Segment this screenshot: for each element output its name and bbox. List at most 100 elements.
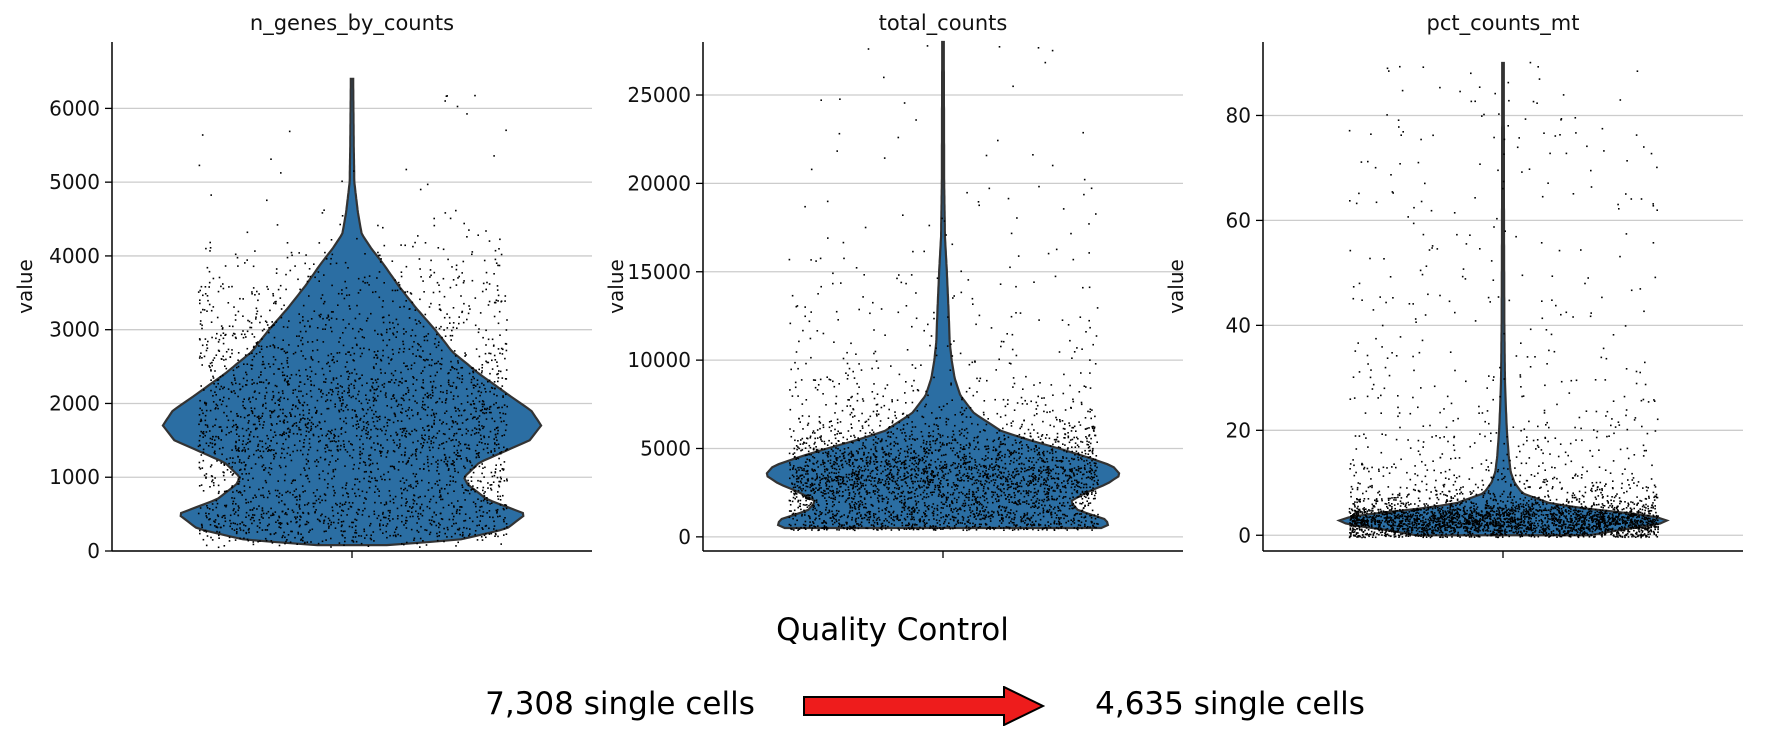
data-point (852, 453, 854, 456)
data-point (201, 324, 203, 327)
data-point (883, 484, 885, 486)
data-point (1072, 483, 1075, 485)
data-point (911, 462, 913, 465)
data-point (217, 492, 220, 495)
data-point (367, 545, 370, 547)
data-point (976, 377, 978, 380)
data-point (199, 320, 202, 322)
data-point (451, 385, 454, 387)
data-point (989, 520, 992, 522)
data-point (422, 509, 425, 512)
data-point (282, 367, 285, 369)
data-point (369, 524, 371, 527)
data-point (210, 321, 213, 323)
data-point (400, 454, 403, 456)
data-point (802, 428, 804, 430)
data-point (406, 387, 409, 389)
data-point (427, 394, 430, 397)
data-point (363, 477, 365, 480)
data-point (246, 442, 249, 444)
data-point (385, 429, 387, 432)
data-point (261, 412, 264, 415)
data-point (273, 345, 276, 347)
data-point (839, 421, 842, 423)
data-point (844, 451, 846, 453)
data-point (225, 490, 228, 492)
data-point (831, 480, 833, 482)
data-point (945, 467, 948, 469)
data-point (445, 399, 447, 402)
data-point (392, 332, 394, 335)
data-point (428, 533, 431, 536)
data-point (248, 433, 251, 436)
data-point (236, 531, 238, 533)
data-point (489, 390, 491, 393)
data-point (986, 480, 988, 483)
data-point (811, 529, 813, 531)
data-point (1082, 501, 1084, 504)
data-point (872, 485, 875, 487)
data-point (274, 532, 277, 534)
data-point (314, 502, 316, 505)
data-point (361, 329, 363, 331)
data-point (224, 265, 227, 267)
data-point (202, 490, 205, 492)
data-point (900, 479, 903, 481)
data-point (974, 515, 976, 518)
data-point (1054, 506, 1056, 509)
data-point (996, 493, 998, 496)
data-point (1033, 512, 1036, 514)
data-point (1033, 448, 1036, 450)
data-point (1033, 429, 1035, 431)
data-point (234, 462, 236, 464)
data-point (478, 456, 480, 458)
data-point (944, 467, 946, 469)
data-point (928, 484, 931, 486)
data-point (1003, 529, 1005, 531)
data-point (339, 417, 342, 420)
data-point (413, 500, 416, 502)
data-point (917, 480, 919, 483)
data-point (1032, 457, 1035, 459)
data-point (264, 529, 267, 531)
data-point (815, 260, 817, 262)
data-point (373, 413, 375, 416)
data-point (887, 468, 889, 470)
data-point (281, 348, 284, 350)
data-point (329, 388, 332, 391)
data-point (414, 475, 416, 478)
y-axis-label: value (13, 259, 37, 314)
data-point (898, 454, 900, 457)
data-point (933, 317, 935, 320)
data-point (908, 465, 911, 467)
data-point (473, 466, 476, 469)
data-point (1027, 446, 1029, 448)
data-point (428, 469, 430, 472)
data-point (283, 304, 285, 307)
data-point (277, 288, 280, 291)
data-point (352, 395, 354, 398)
data-point (862, 296, 864, 298)
data-point (264, 479, 267, 482)
data-point (326, 446, 329, 448)
data-point (407, 389, 410, 391)
data-point (205, 476, 207, 478)
data-point (326, 362, 328, 365)
data-point (839, 478, 842, 481)
data-point (496, 476, 499, 479)
data-point (974, 497, 977, 500)
data-point (984, 429, 986, 432)
data-point (351, 521, 353, 524)
data-point (367, 433, 369, 436)
data-point (366, 437, 368, 439)
data-point (206, 507, 209, 509)
data-point (295, 488, 297, 491)
data-point (428, 446, 431, 449)
data-point (424, 403, 426, 406)
data-point (386, 451, 389, 454)
data-point (854, 458, 856, 461)
data-point (254, 423, 256, 426)
data-point (1081, 498, 1084, 500)
data-point (204, 286, 207, 288)
data-point (1032, 480, 1034, 482)
